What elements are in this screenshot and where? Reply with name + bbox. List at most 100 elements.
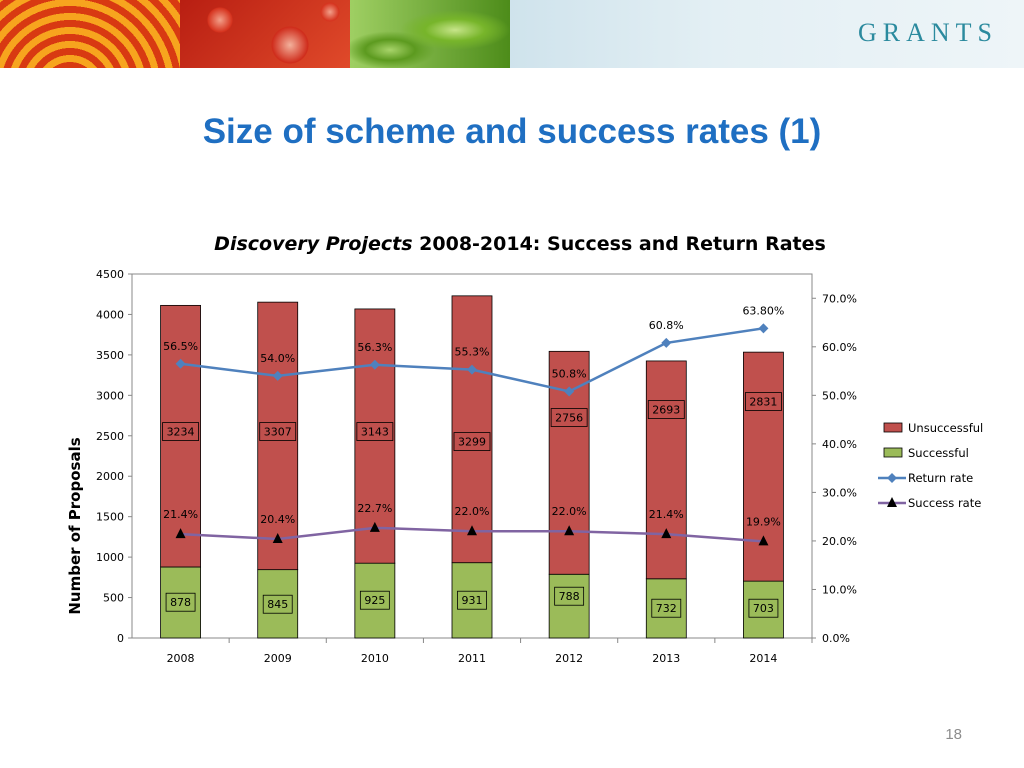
y2-tick-label: 30.0%	[822, 486, 857, 499]
marker-success-rate	[369, 521, 380, 532]
y-axis-label: Number of Proposals	[66, 437, 84, 614]
banner-image-red-cells	[180, 0, 350, 68]
x-tick-label: 2011	[458, 652, 486, 665]
data-label-unsuccessful: 3299	[458, 436, 486, 449]
legend-label: Successful	[908, 446, 969, 460]
bar-unsuccessful	[645, 360, 687, 580]
y-tick-label: 500	[103, 592, 124, 605]
data-label-return-rate: 56.3%	[357, 341, 392, 354]
data-label-success-rate: 22.7%	[357, 502, 392, 515]
data-label-successful: 732	[656, 602, 677, 615]
data-label-success-rate: 19.9%	[746, 515, 781, 528]
legend-label: Return rate	[908, 471, 973, 485]
y2-tick-label: 70.0%	[822, 292, 857, 305]
x-tick-label: 2012	[555, 652, 583, 665]
marker-success-rate	[272, 532, 283, 543]
legend-marker	[887, 497, 897, 507]
y-tick-label: 0	[117, 632, 124, 645]
legend-swatch	[883, 447, 903, 458]
legend-label: Unsuccessful	[908, 421, 983, 435]
x-tick-label: 2010	[361, 652, 389, 665]
marker-return-rate	[758, 323, 769, 334]
data-label-successful-box	[262, 594, 293, 614]
legend-marker	[887, 473, 897, 483]
header-banner: GRANTS	[0, 0, 1024, 68]
data-label-return-rate: 50.8%	[552, 367, 587, 380]
slide-title: Size of scheme and success rates (1)	[202, 112, 822, 151]
y2-tick-label: 50.0%	[822, 389, 857, 402]
y-tick-label: 4000	[96, 308, 124, 321]
y-tick-label: 3000	[96, 389, 124, 402]
data-label-unsuccessful-box	[647, 400, 685, 419]
y-tick-label: 4500	[96, 268, 124, 281]
y2-tick-label: 20.0%	[822, 535, 857, 548]
chart-title-italic: Discovery Projects	[214, 233, 412, 255]
marker-return-rate	[175, 358, 186, 369]
y-tick-label: 2500	[96, 430, 124, 443]
marker-success-rate	[661, 528, 672, 539]
data-label-success-rate: 21.4%	[163, 508, 198, 521]
marker-return-rate	[369, 359, 380, 370]
data-label-successful: 703	[753, 602, 774, 615]
data-label-unsuccessful-box	[550, 408, 588, 427]
data-label-unsuccessful: 3234	[167, 426, 195, 439]
data-label-successful: 931	[462, 594, 483, 607]
data-label-successful-box	[748, 598, 779, 618]
y2-tick-label: 0.0%	[822, 632, 850, 645]
data-label-unsuccessful-box	[356, 422, 394, 441]
y2-tick-label: 60.0%	[822, 341, 857, 354]
data-label-unsuccessful: 3143	[361, 426, 389, 439]
data-label-return-rate: 56.5%	[163, 340, 198, 353]
legend: Unsuccessful Successful Return rate Success…	[878, 421, 983, 510]
y-tick-label: 3500	[96, 349, 124, 362]
data-label-successful-box	[651, 598, 682, 618]
data-label-successful: 845	[267, 598, 288, 611]
x-tick-label: 2008	[167, 652, 195, 665]
x-tick-label: 2013	[652, 652, 680, 665]
y-tick-label: 1000	[96, 551, 124, 564]
chart-title: Discovery Projects 2008-2014: Success an…	[214, 233, 826, 255]
marker-return-rate	[272, 370, 283, 381]
marker-return-rate	[661, 337, 672, 348]
data-label-successful-box	[359, 590, 390, 610]
legend-label: Success rate	[908, 496, 981, 510]
bar-successful	[548, 573, 590, 639]
page-number: 18	[945, 726, 962, 743]
marker-success-rate	[467, 525, 477, 536]
data-label-successful: 878	[170, 596, 191, 609]
marker-return-rate	[564, 386, 575, 397]
data-label-successful: 788	[559, 590, 580, 603]
grants-logo: GRANTS	[857, 18, 998, 47]
data-label-unsuccessful-box	[453, 432, 491, 451]
data-label-return-rate: 60.8%	[649, 319, 684, 332]
data-label-unsuccessful-box	[745, 392, 782, 411]
data-label-return-rate: 55.3%	[455, 346, 490, 359]
data-label-unsuccessful: 3307	[264, 426, 292, 439]
data-label-unsuccessful: 2831	[749, 396, 777, 409]
data-label-unsuccessful-box	[259, 422, 297, 441]
plot-area: 0 500 1000 1500 2000 2500 3000 3500 4000 4500 0.0%…	[96, 268, 857, 665]
data-label-unsuccessful-box	[162, 422, 199, 441]
data-label-success-rate: 20.4%	[260, 513, 295, 526]
marker-success-rate	[758, 535, 769, 546]
y2-tick-label: 40.0%	[822, 438, 857, 451]
data-label-successful-box	[554, 586, 585, 606]
data-label-successful-box	[457, 590, 487, 610]
data-label-success-rate: 22.0%	[552, 505, 587, 518]
chart-title-rest: 2008-2014: Success and Return Rates	[413, 233, 826, 255]
banner-background	[510, 0, 1024, 68]
bar-unsuccessful	[451, 295, 493, 564]
bar-unsuccessful	[743, 351, 784, 582]
chart: Discovery Projects 2008-2014: Success an…	[66, 233, 983, 665]
data-label-return-rate: 54.0%	[260, 352, 295, 365]
data-label-successful-box	[165, 592, 196, 612]
data-label-unsuccessful: 2693	[652, 404, 680, 417]
data-label-success-rate: 21.4%	[649, 508, 684, 521]
data-label-unsuccessful: 2756	[555, 412, 583, 425]
y2-tick-label: 10.0%	[822, 583, 857, 596]
y-tick-label: 2000	[96, 470, 124, 483]
x-tick-label: 2009	[264, 652, 292, 665]
marker-success-rate	[175, 528, 186, 539]
data-label-success-rate: 22.0%	[455, 505, 490, 518]
y-tick-label: 1500	[96, 511, 124, 524]
